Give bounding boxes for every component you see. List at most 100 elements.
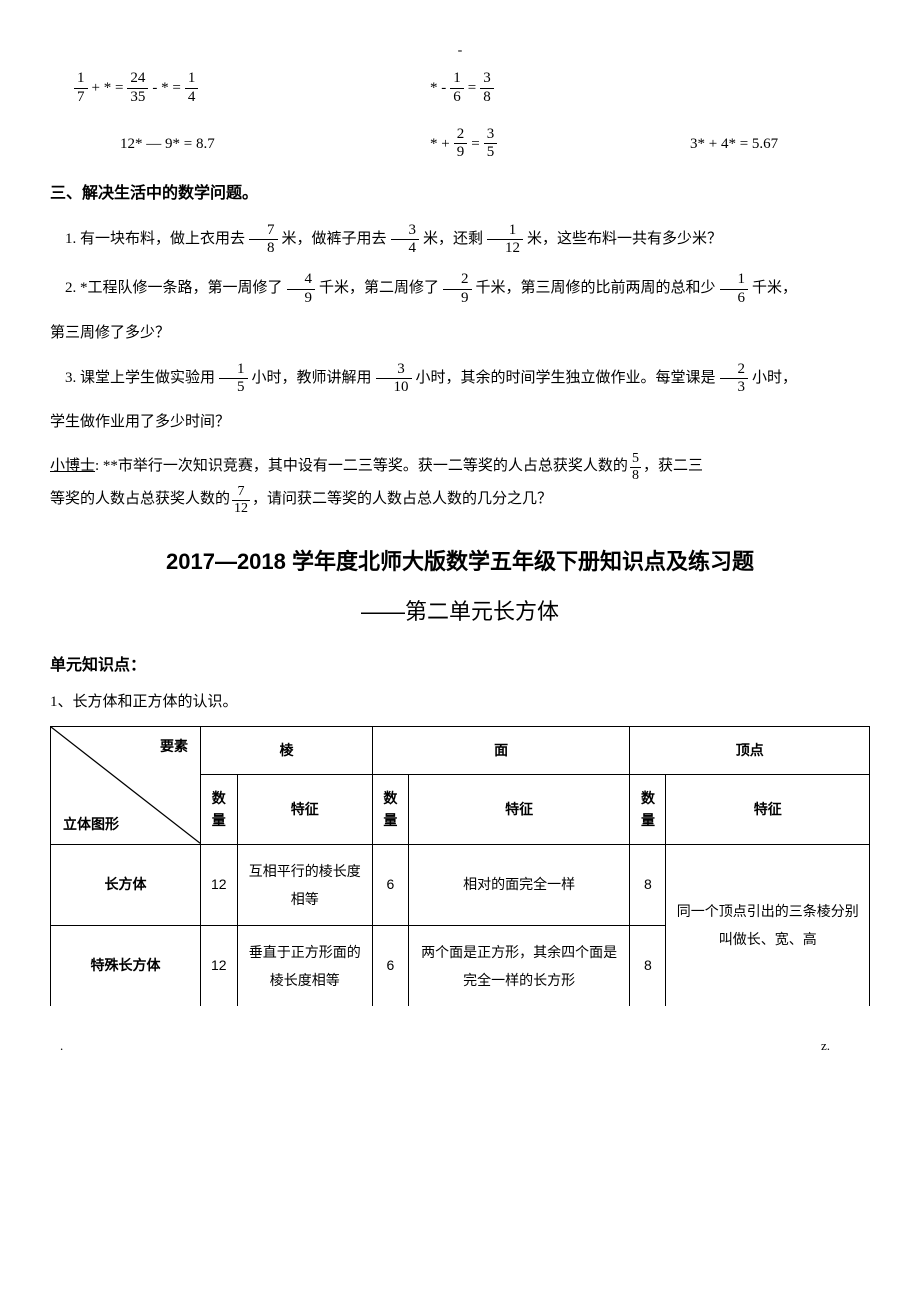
numerator: 24: [127, 70, 148, 87]
header-leng: 棱: [201, 727, 373, 774]
denominator: 4: [185, 89, 199, 106]
cell: 相对的面完全一样: [408, 844, 630, 925]
cell: 互相平行的棱长度相等: [237, 844, 372, 925]
numerator: 1: [74, 70, 88, 87]
eq-2-3: 3* + 4* = 5.67: [690, 126, 778, 162]
numerator: 1: [219, 361, 248, 378]
eq-1-2: * - 16 = 38: [430, 70, 680, 106]
fraction: 16: [720, 271, 749, 307]
row-name: 特殊长方体: [51, 925, 201, 1006]
denominator: 6: [720, 290, 749, 307]
numerator: 2: [454, 126, 468, 143]
p3-text-a: 3. 课堂上学生做实验用: [65, 370, 215, 386]
section-3-title: 三、解决生活中的数学问题。: [50, 181, 870, 207]
fraction: 15: [219, 361, 248, 397]
p1-text-a: 1. 有一块布料，做上衣用去: [65, 231, 245, 247]
denominator: 4: [391, 240, 420, 257]
denominator: 8: [630, 468, 641, 483]
denominator: 12: [487, 240, 523, 257]
eq-text: * -: [430, 76, 446, 100]
header-tezheng: 特征: [237, 774, 372, 844]
p2-text-c: 千米，第三周修的比前两周的总和少: [476, 281, 716, 297]
header-shuliang: 数量: [630, 774, 666, 844]
header-tezheng: 特征: [666, 774, 870, 844]
cell: 8: [630, 844, 666, 925]
numerator: 3: [379, 361, 408, 378]
fraction: 49: [287, 271, 316, 307]
denominator: 9: [287, 290, 316, 307]
numerator: 3: [484, 126, 498, 143]
denominator: 5: [484, 144, 498, 161]
fraction: 38: [480, 70, 494, 106]
xb-text-a: : **市举行一次知识竞赛，其中设有一二三等奖。获一二等奖的人占总获奖人数的: [95, 458, 628, 474]
fraction: 35: [484, 126, 498, 162]
numerator: 7: [249, 222, 278, 239]
page-footer: . z.: [50, 1036, 870, 1057]
xb-text-c: 等奖的人数占总获奖人数的: [50, 491, 230, 507]
point-1: 1、长方体和正方体的认识。: [50, 690, 870, 714]
xiaoboshi: 小博士: **市举行一次知识竞赛，其中设有一二三等奖。获一二等奖的人占总获奖人数…: [50, 450, 870, 516]
p3-text-c: 小时，其余的时间学生独立做作业。每堂课是: [416, 370, 716, 386]
numerator: 1: [185, 70, 199, 87]
xb-text-b: ，获二三: [643, 458, 703, 474]
eq-text: =: [468, 76, 476, 100]
footer-right: z.: [821, 1036, 830, 1057]
cell: 6: [372, 844, 408, 925]
fraction: 23: [720, 361, 749, 397]
numerator: 4: [287, 271, 316, 288]
numerator: 2: [720, 361, 749, 378]
fraction: 2435: [127, 70, 148, 106]
p1-text-b: 米，做裤子用去: [282, 231, 387, 247]
fraction: 14: [185, 70, 199, 106]
denominator: 3: [720, 379, 749, 396]
fraction: 17: [74, 70, 88, 106]
numerator: 3: [391, 222, 420, 239]
fraction: 29: [443, 271, 472, 307]
denominator: 6: [450, 89, 464, 106]
xiaoboshi-label: 小博士: [50, 458, 95, 474]
problem-3-cont: 学生做作业用了多少时间？: [50, 410, 870, 434]
cell: 8: [630, 925, 666, 1006]
denominator: 5: [219, 379, 248, 396]
cell: 垂直于正方形面的棱长度相等: [237, 925, 372, 1006]
fraction: 16: [450, 70, 464, 106]
denominator: 8: [480, 89, 494, 106]
numerator: 2: [443, 271, 472, 288]
p2-text-a: 2. *工程队修一条路，第一周修了: [65, 281, 283, 297]
properties-table: 要素 立体图形 棱 面 顶点 数量 特征 数量 特征 数量 特征 长方体 12 …: [50, 726, 870, 1005]
fraction: 112: [487, 222, 523, 258]
numerator: 5: [630, 451, 641, 466]
numerator: 3: [480, 70, 494, 87]
fraction: 29: [454, 126, 468, 162]
row-name: 长方体: [51, 844, 201, 925]
fraction: 712: [232, 484, 250, 516]
eq-2-1: 12* — 9* = 8.7: [120, 126, 430, 162]
numerator: 7: [232, 484, 250, 499]
header-shuliang: 数量: [201, 774, 238, 844]
cell: 12: [201, 925, 238, 1006]
denominator: 8: [249, 240, 278, 257]
problem-2: 2. *工程队修一条路，第一周修了49千米，第二周修了29千米，第三周修的比前两…: [50, 271, 870, 307]
p3-text-d: 小时，: [752, 370, 797, 386]
denominator: 9: [443, 290, 472, 307]
header-yaosu: 要素: [160, 735, 188, 757]
cell: 6: [372, 925, 408, 1006]
header-tezheng: 特征: [408, 774, 630, 844]
eq-text: - * =: [152, 76, 180, 100]
xb-text-d: ，请问获二等奖的人数占总人数的几分之几？: [252, 491, 552, 507]
header-shuliang: 数量: [372, 774, 408, 844]
p1-text-c: 米，还剩: [423, 231, 483, 247]
eq-text: * +: [430, 132, 450, 156]
main-title: 2017—2018 学年度北师大版数学五年级下册知识点及练习题: [50, 544, 870, 579]
problem-2-cont: 第三周修了多少？: [50, 321, 870, 345]
merged-cell: 同一个顶点引出的三条棱分别叫做长、宽、高: [666, 844, 870, 1006]
denominator: 35: [127, 89, 148, 106]
table-row: 长方体 12 互相平行的棱长度相等 6 相对的面完全一样 8 同一个顶点引出的三…: [51, 844, 870, 925]
top-dash: -: [50, 40, 870, 62]
problem-1: 1. 有一块布料，做上衣用去78米，做裤子用去34米，还剩112米，这些布料一共…: [50, 222, 870, 258]
diagonal-header-cell: 要素 立体图形: [51, 727, 201, 844]
sub-title: ——第二单元长方体: [50, 594, 870, 629]
numerator: 1: [720, 271, 749, 288]
p2-text-d: 千米，: [752, 281, 797, 297]
footer-left: .: [60, 1036, 63, 1057]
